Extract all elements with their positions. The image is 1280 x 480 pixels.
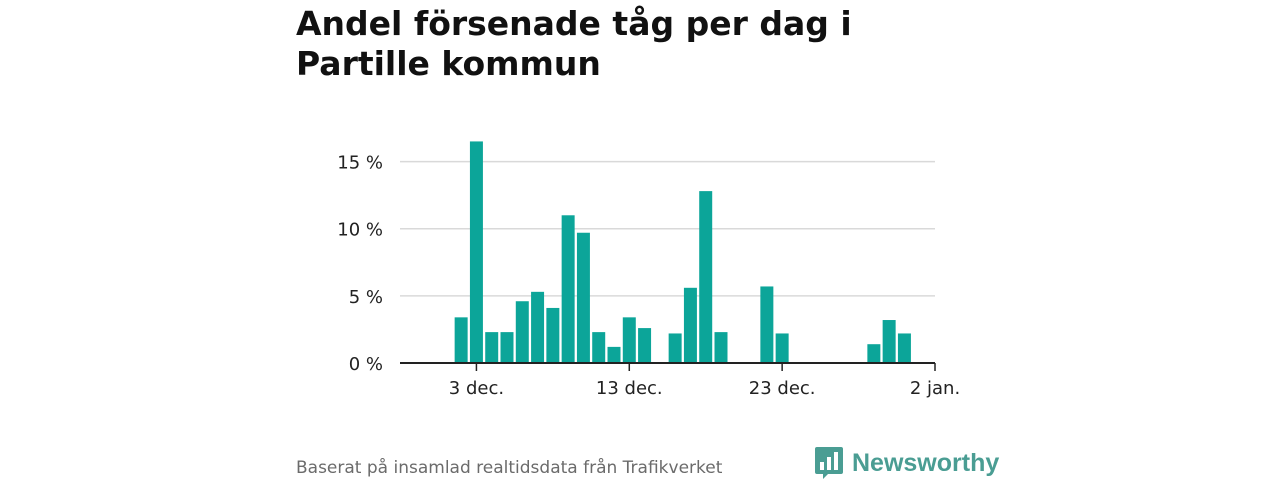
y-tick-label: 15 % bbox=[337, 153, 383, 174]
bar bbox=[683, 287, 697, 363]
bar bbox=[867, 344, 881, 363]
bar bbox=[760, 286, 774, 363]
x-tick-label: 3 dec. bbox=[449, 378, 504, 399]
bar bbox=[714, 332, 728, 363]
bar bbox=[607, 346, 621, 363]
bar bbox=[882, 320, 896, 363]
grid-lines bbox=[400, 160, 935, 297]
x-axis-ticks: 3 dec. 13 dec. 23 dec. 2 jan. bbox=[449, 363, 960, 399]
bar bbox=[638, 328, 652, 363]
bar bbox=[668, 333, 682, 363]
y-tick-label: 10 % bbox=[337, 220, 383, 241]
bar bbox=[469, 141, 483, 363]
chart-title: Andel försenade tåg per dag i Partille k… bbox=[296, 4, 852, 83]
bar bbox=[515, 301, 529, 363]
source-note: Baserat på insamlad realtidsdata från Tr… bbox=[296, 458, 723, 478]
bar bbox=[699, 191, 713, 363]
brand-logo: Newsworthy bbox=[814, 446, 999, 480]
bar bbox=[576, 232, 590, 363]
bar bbox=[454, 317, 468, 363]
x-tick-label: 23 dec. bbox=[749, 378, 816, 399]
bar-chart-bubble-icon bbox=[815, 447, 843, 479]
y-axis-labels: 0 % 5 % 10 % 15 % bbox=[337, 153, 383, 375]
bar bbox=[546, 307, 560, 363]
bar bbox=[622, 317, 636, 363]
y-tick-label: 0 % bbox=[349, 354, 383, 375]
bar bbox=[775, 333, 789, 363]
bar bbox=[897, 333, 911, 363]
bars bbox=[454, 141, 911, 363]
bar bbox=[561, 215, 575, 363]
y-tick-label: 5 % bbox=[349, 287, 383, 308]
bar bbox=[500, 332, 514, 363]
x-tick-label: 2 jan. bbox=[910, 378, 960, 399]
bar bbox=[485, 332, 499, 363]
x-tick-label: 13 dec. bbox=[596, 378, 663, 399]
bar bbox=[592, 332, 606, 363]
bar bbox=[531, 291, 545, 363]
brand-name: Newsworthy bbox=[852, 448, 1000, 477]
